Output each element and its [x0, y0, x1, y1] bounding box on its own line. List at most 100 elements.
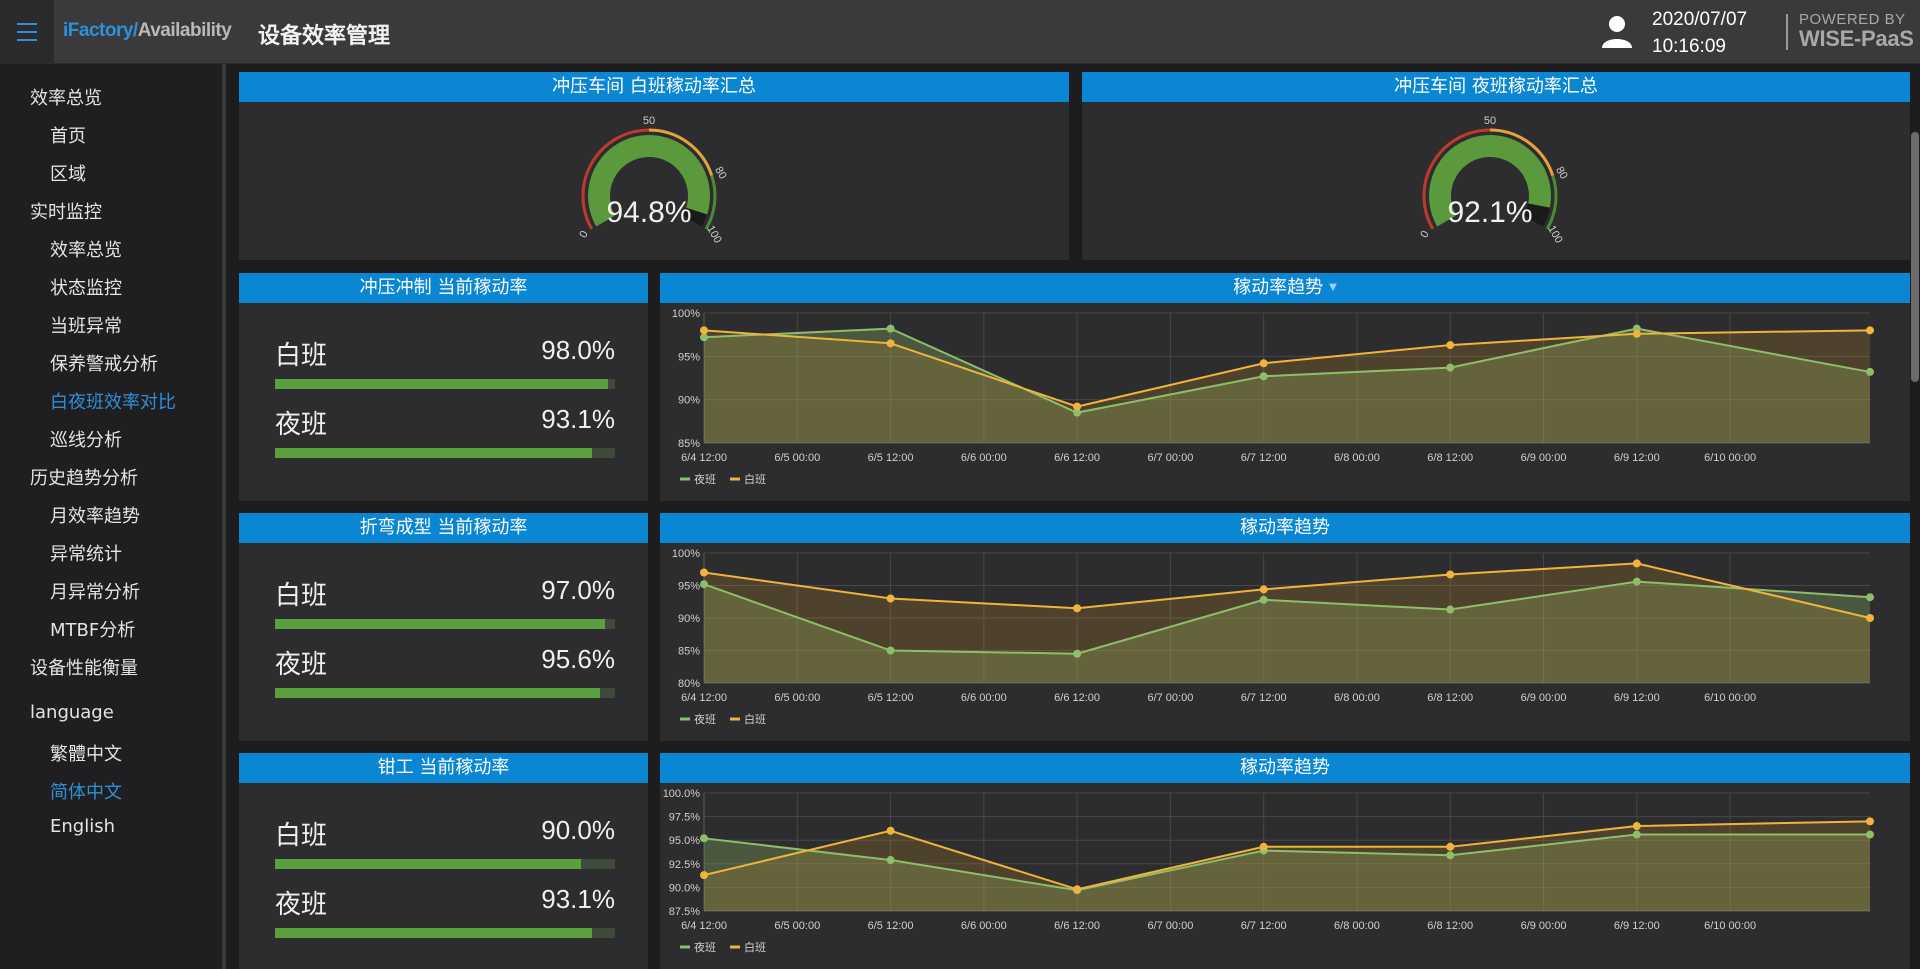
sidebar-item-patrol-analysis[interactable]: 巡线分析: [50, 430, 122, 451]
sidebar-item-efficiency-summary[interactable]: 效率总览: [50, 240, 122, 261]
data-point[interactable]: [886, 856, 895, 865]
gauge-panel-title: 冲压车间 夜班稼动率汇总: [1082, 72, 1910, 102]
data-point[interactable]: [1073, 402, 1082, 411]
x-tick-label: 6/8 00:00: [1334, 920, 1380, 932]
sidebar-item-realtime-monitoring[interactable]: 实时监控: [30, 202, 102, 223]
y-tick-label: 92.5%: [669, 859, 700, 871]
data-point[interactable]: [1073, 604, 1082, 613]
hamburger-menu-button[interactable]: [0, 0, 54, 64]
x-tick-label: 6/8 00:00: [1334, 452, 1380, 464]
data-point[interactable]: [886, 324, 895, 333]
data-point[interactable]: [1259, 359, 1268, 368]
data-point[interactable]: [1866, 830, 1874, 839]
night-shift-rate: 夜班 93.1%: [275, 404, 615, 460]
data-point[interactable]: [1446, 363, 1455, 372]
brand-prefix: iFactory/: [63, 20, 138, 41]
data-point[interactable]: [886, 646, 895, 655]
sidebar-item-shift-anomaly[interactable]: 当班异常: [50, 316, 122, 337]
sidebar-item-performance[interactable]: 设备性能衡量: [30, 658, 138, 679]
trend-chart: 100% 95% 90% 85% 6/4 12:00 6/5 00:00 6/5 12:00…: [672, 308, 1874, 486]
gauge-band-green: [704, 175, 717, 230]
data-point[interactable]: [1446, 605, 1455, 614]
day-shift-progress: [275, 379, 615, 389]
gauge-tick-label: 80: [712, 165, 729, 182]
trend-panel-header[interactable]: 稼动率趋势 ▼: [660, 273, 1910, 303]
scrollbar-thumb[interactable]: [1911, 132, 1919, 382]
sidebar-item-day-night-comparison[interactable]: 白夜班效率对比: [50, 392, 176, 413]
sidebar-item-history-trend[interactable]: 历史趋势分析: [30, 468, 138, 489]
x-tick-label: 6/7 00:00: [1147, 692, 1193, 704]
day-shift-progress-fill: [275, 379, 609, 389]
legend-label[interactable]: 白班: [744, 472, 766, 486]
language-option-simplified-chinese[interactable]: 简体中文: [50, 782, 122, 803]
gauge-chart: 0 50 80 100 92.1%: [1418, 115, 1569, 245]
data-point[interactable]: [1866, 326, 1874, 335]
powered-by-text: POWERED BY: [1799, 11, 1906, 28]
data-point[interactable]: [1446, 842, 1455, 851]
y-tick-label: 90.0%: [669, 882, 700, 894]
data-point[interactable]: [1866, 614, 1874, 622]
data-point[interactable]: [1632, 329, 1641, 338]
language-option-english[interactable]: English: [50, 816, 115, 837]
sidebar-item-efficiency-overview[interactable]: 效率总览: [30, 88, 102, 109]
data-point[interactable]: [1632, 830, 1641, 839]
data-point[interactable]: [700, 580, 708, 589]
trend-panel-title: 稼动率趋势: [660, 513, 1910, 543]
y-tick-label: 100%: [672, 308, 700, 320]
data-point[interactable]: [1866, 817, 1874, 826]
x-tick-label: 6/4 12:00: [681, 452, 727, 464]
legend-label[interactable]: 夜班: [694, 712, 716, 726]
data-point[interactable]: [1259, 372, 1268, 381]
language-option-traditional-chinese[interactable]: 繁體中文: [50, 744, 122, 765]
data-point[interactable]: [700, 871, 708, 880]
data-point[interactable]: [700, 568, 708, 577]
day-shift-label: 白班: [275, 581, 328, 611]
night-shift-label: 夜班: [275, 650, 328, 680]
sidebar-item-anomaly-stats[interactable]: 异常统计: [50, 544, 122, 565]
data-point[interactable]: [1632, 559, 1641, 568]
data-point[interactable]: [886, 594, 895, 603]
data-point[interactable]: [700, 333, 708, 342]
data-point[interactable]: [1866, 593, 1874, 602]
data-point[interactable]: [700, 834, 708, 843]
sidebar-item-monthly-efficiency[interactable]: 月效率趋势: [50, 506, 140, 527]
legend-label[interactable]: 白班: [744, 712, 766, 726]
day-shift-rate: 白班 90.0%: [275, 815, 615, 871]
gauge-panel-title: 冲压车间 白班稼动率汇总: [239, 72, 1069, 102]
rate-panel-title: 冲压冲制 当前稼动率: [239, 273, 648, 303]
data-point[interactable]: [1446, 341, 1455, 350]
legend-label[interactable]: 白班: [744, 940, 766, 954]
data-point[interactable]: [700, 326, 708, 335]
data-point[interactable]: [1073, 408, 1082, 417]
user-icon[interactable]: [1600, 14, 1634, 50]
page-scrollbar[interactable]: [1910, 64, 1920, 969]
legend-label[interactable]: 夜班: [694, 940, 716, 954]
data-point[interactable]: [1259, 595, 1268, 604]
sidebar-item-home[interactable]: 首页: [50, 126, 86, 147]
sidebar-item-monthly-anomaly[interactable]: 月异常分析: [50, 582, 140, 603]
x-tick-label: 6/7 12:00: [1241, 920, 1287, 932]
data-point[interactable]: [1259, 585, 1268, 594]
legend-label[interactable]: 夜班: [694, 472, 716, 486]
data-point[interactable]: [1073, 885, 1082, 894]
data-point[interactable]: [886, 339, 895, 348]
x-tick-label: 6/9 12:00: [1614, 920, 1660, 932]
sidebar-item-mtbf[interactable]: MTBF分析: [50, 620, 136, 641]
data-point[interactable]: [886, 826, 895, 835]
sidebar-item-status-monitoring[interactable]: 状态监控: [50, 278, 122, 299]
sidebar: 效率总览 首页 区域 实时监控 效率总览 状态监控 当班异常 保养警戒分析 白夜…: [0, 64, 226, 969]
sidebar-item-maintenance-alert[interactable]: 保养警戒分析: [50, 354, 158, 375]
hamburger-icon: [17, 20, 37, 44]
data-point[interactable]: [1632, 822, 1641, 831]
data-point[interactable]: [1866, 367, 1874, 376]
data-point[interactable]: [1446, 851, 1455, 860]
data-point[interactable]: [1632, 577, 1641, 586]
sidebar-item-area[interactable]: 区域: [50, 164, 86, 185]
y-tick-label: 85%: [678, 646, 700, 658]
night-shift-progress: [275, 688, 615, 698]
data-point[interactable]: [1259, 842, 1268, 851]
data-point[interactable]: [1073, 649, 1082, 658]
data-point[interactable]: [1446, 570, 1455, 579]
chevron-down-icon[interactable]: ▼: [1329, 282, 1337, 293]
rate-panel-stamping: 冲压冲制 当前稼动率 白班 98.0% 夜班 93.1%: [239, 273, 648, 501]
